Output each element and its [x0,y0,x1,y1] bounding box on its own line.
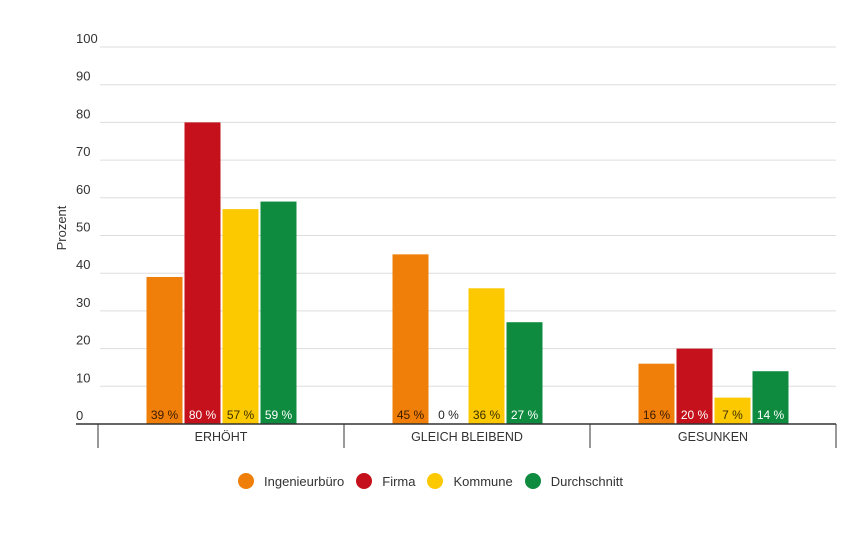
bar [146,276,183,424]
category-label: ERHÖHT [195,430,248,444]
y-tick-label: 0 [76,408,83,423]
legend-label: Kommune [453,473,513,489]
y-tick-label: 60 [76,182,90,197]
bar-data-label: 39 % [151,408,179,422]
x-axis [76,423,837,448]
y-tick-label: 80 [76,106,90,121]
bar [260,201,297,424]
y-tick-label: 30 [76,295,90,310]
bar-data-label: 16 % [643,408,671,422]
legend-swatch [238,473,255,489]
legend-label: Durchschnitt [550,473,623,489]
bar [676,348,713,424]
legend-item[interactable]: Ingenieurbüro [238,473,344,489]
bar-data-label: 59 % [265,408,293,422]
y-axis-title: Prozent [54,205,69,250]
legend-item[interactable]: Firma [356,473,415,489]
bar-labels: 39 % 80 % 57 % 59 % 45 % 0 % 36 % 27 % 16 % 20 % 7… [151,408,785,422]
bar-data-label: 57 % [227,408,255,422]
legend-item[interactable]: Kommune [427,473,513,489]
y-tick-label: 90 [76,69,90,84]
bar [752,371,789,424]
bar [222,209,259,424]
y-tick-label: 70 [76,144,90,159]
bar [638,363,675,424]
y-tick-label: 10 [76,370,90,385]
bar [506,322,543,424]
bar-data-label: 36 % [473,408,501,422]
bar-data-label: 7 % [722,408,743,422]
category-label: GESUNKEN [678,430,748,444]
category-label: GLEICH BLEIBEND [411,430,523,444]
bars [146,122,789,425]
bar [392,254,429,424]
legend-swatch [356,473,373,489]
y-tick-label: 100 [76,31,98,46]
legend-label: Ingenieurbüro [264,473,345,489]
bar [184,122,221,425]
y-tick-labels: 0 10 20 30 40 50 60 70 80 90 100 [76,31,98,423]
bar-data-label: 27 % [511,408,539,422]
legend-swatch [427,473,444,489]
y-tick-label: 40 [76,257,90,272]
legend: Ingenieurbüro Firma Kommune Durchschnitt [0,470,861,492]
y-tick-label: 20 [76,333,90,348]
legend-swatch [524,473,541,489]
bar-data-label: 80 % [189,408,217,422]
bar-data-label: 20 % [681,408,709,422]
y-tick-label: 50 [76,220,90,235]
legend-item[interactable]: Durchschnitt [524,473,623,489]
bar [714,397,751,424]
bar-data-label: 14 % [757,408,785,422]
category-labels: ERHÖHT GLEICH BLEIBEND GESUNKEN [195,430,748,444]
bar-data-label: 0 % [438,408,459,422]
bar [468,288,505,424]
bar-data-label: 45 % [397,408,425,422]
legend-label: Firma [382,473,416,489]
